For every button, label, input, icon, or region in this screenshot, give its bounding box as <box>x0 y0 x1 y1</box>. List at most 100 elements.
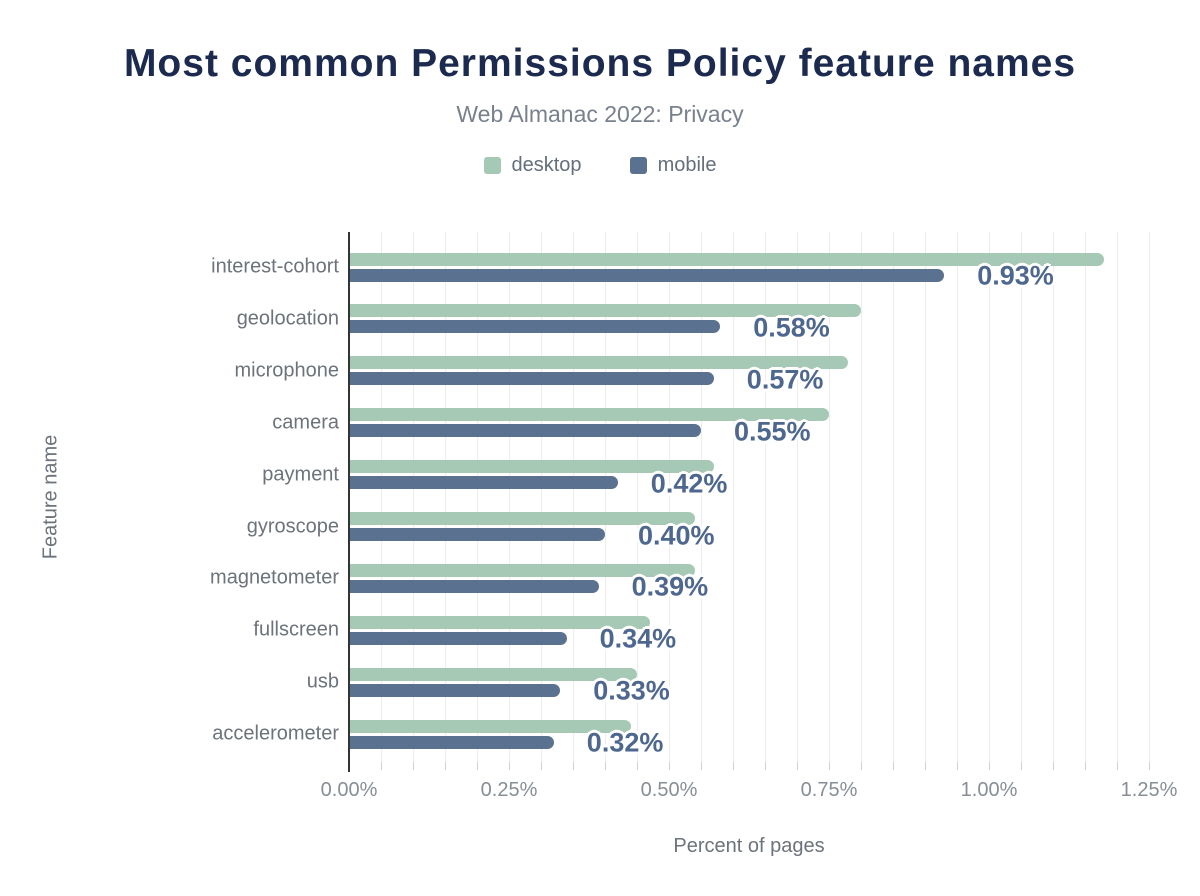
bar-desktop-magnetometer[interactable] <box>350 563 695 577</box>
category-label-microphone: microphone <box>234 359 339 382</box>
gridline <box>413 232 414 762</box>
gridline <box>637 232 638 762</box>
gridline <box>1053 232 1054 762</box>
gridline <box>381 232 382 762</box>
axis-tick <box>1021 762 1022 770</box>
axis-tick <box>925 762 926 770</box>
legend: desktop mobile <box>0 154 1200 177</box>
category-label-interest-cohort: interest-cohort <box>211 255 339 278</box>
category-label-camera: camera <box>272 411 339 434</box>
legend-label-desktop: desktop <box>511 154 582 176</box>
y-axis-title: Feature name <box>39 434 62 560</box>
axis-tick <box>1053 762 1054 770</box>
category-label-payment: payment <box>262 463 339 486</box>
x-tick-label-0.75%: 0.75% <box>800 779 858 801</box>
x-tick-label-0.00%: 0.00% <box>320 779 378 801</box>
category-label-fullscreen: fullscreen <box>253 618 339 641</box>
gridline <box>1085 232 1086 762</box>
x-tick-label-0.25%: 0.25% <box>480 779 538 801</box>
bar-desktop-usb[interactable] <box>350 667 637 681</box>
axis-tick <box>413 762 414 770</box>
x-axis-title: Percent of pages <box>673 835 825 857</box>
gridline <box>989 232 990 762</box>
legend-label-mobile: mobile <box>657 154 717 176</box>
gridline <box>669 232 670 762</box>
axis-tick <box>1085 762 1086 770</box>
legend-item-desktop: desktop <box>483 154 582 177</box>
gridline <box>957 232 958 762</box>
value-label-fullscreen: 0.34% <box>599 623 677 654</box>
axis-tick <box>445 762 446 770</box>
gridline <box>1021 232 1022 762</box>
axis-tick <box>701 762 702 770</box>
gridline <box>797 232 798 762</box>
axis-tick <box>509 762 510 770</box>
axis-tick <box>573 762 574 770</box>
bar-mobile-microphone[interactable] <box>350 372 714 386</box>
gridline <box>829 232 830 762</box>
gridline <box>765 232 766 762</box>
bar-desktop-gyroscope[interactable] <box>350 512 695 525</box>
value-label-camera: 0.55% <box>734 416 811 447</box>
value-label-usb: 0.33% <box>593 675 670 706</box>
legend-swatch-desktop-icon <box>483 157 501 174</box>
value-label-payment: 0.42% <box>650 468 728 499</box>
value-label-geolocation: 0.58% <box>753 312 830 343</box>
category-label-gyroscope: gyroscope <box>246 515 339 537</box>
bar-desktop-accelerometer[interactable] <box>350 719 631 733</box>
bar-desktop-microphone[interactable] <box>350 356 849 370</box>
gridline <box>733 232 734 762</box>
bar-mobile-payment[interactable] <box>350 476 618 490</box>
value-label-gyroscope: 0.40% <box>638 520 715 550</box>
bar-desktop-geolocation[interactable] <box>350 304 861 318</box>
axis-tick <box>861 762 862 770</box>
bar-mobile-geolocation[interactable] <box>350 320 721 334</box>
gridline <box>605 232 606 762</box>
axis-tick <box>733 762 734 770</box>
category-label-geolocation: geolocation <box>236 307 339 330</box>
bar-mobile-camera[interactable] <box>350 424 701 438</box>
axis-tick <box>893 762 894 770</box>
bar-desktop-fullscreen[interactable] <box>350 615 650 629</box>
legend-swatch-mobile-icon <box>629 157 647 174</box>
gridline <box>861 232 862 762</box>
gridline <box>509 232 510 762</box>
bar-desktop-payment[interactable] <box>350 460 714 474</box>
gridline <box>893 232 894 762</box>
axis-tick <box>637 762 638 770</box>
axis-tick <box>957 762 958 770</box>
bar-mobile-gyroscope[interactable] <box>350 528 605 541</box>
chart-title: Most common Permissions Policy feature n… <box>123 42 1077 85</box>
gridline <box>701 232 702 762</box>
axis-tick <box>477 762 478 770</box>
gridline <box>1149 232 1150 762</box>
gridline <box>445 232 446 762</box>
legend-item-mobile: mobile <box>629 154 717 177</box>
gridline <box>573 232 574 762</box>
axis-tick <box>669 762 670 770</box>
axis-tick <box>1117 762 1118 770</box>
bar-mobile-usb[interactable] <box>350 683 561 697</box>
bar-desktop-camera[interactable] <box>350 408 829 422</box>
bar-mobile-magnetometer[interactable] <box>350 579 599 593</box>
value-label-accelerometer: 0.32% <box>586 727 664 758</box>
chart-subtitle: Web Almanac 2022: Privacy <box>456 101 744 127</box>
axis-tick <box>605 762 606 770</box>
axis-tick <box>1149 762 1150 770</box>
bar-mobile-accelerometer[interactable] <box>350 735 554 749</box>
axis-tick <box>829 762 830 770</box>
category-label-magnetometer: magnetometer <box>210 566 339 589</box>
category-label-accelerometer: accelerometer <box>212 722 339 745</box>
bar-desktop-interest-cohort[interactable] <box>350 252 1105 266</box>
axis-tick <box>541 762 542 770</box>
bar-mobile-interest-cohort[interactable] <box>350 268 945 282</box>
gridline <box>1117 232 1118 762</box>
axis-tick <box>989 762 990 770</box>
bar-mobile-fullscreen[interactable] <box>350 631 567 645</box>
gridline <box>477 232 478 762</box>
x-tick-label-1.25%: 1.25% <box>1120 779 1178 801</box>
value-label-microphone: 0.57% <box>746 364 824 395</box>
value-label-magnetometer: 0.39% <box>631 571 709 602</box>
axis-tick <box>381 762 382 770</box>
